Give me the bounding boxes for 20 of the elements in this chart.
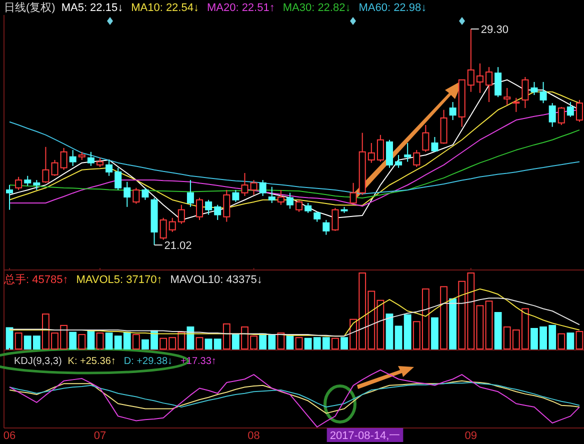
annotation: 21.02 xyxy=(164,240,192,252)
annotation: 21.02 xyxy=(154,240,192,252)
x-tick-label: 07 xyxy=(94,430,106,442)
annotation: 29.30 xyxy=(470,24,508,36)
text: MA20: 22.51↑ xyxy=(206,2,275,14)
text: MA30: 22.82↓ xyxy=(282,2,351,14)
text: MAVOL5: 37170↑ xyxy=(76,274,162,286)
text: MAVOL10: 43375↓ xyxy=(170,274,262,286)
chart-title: 日线(复权) xyxy=(4,1,56,14)
x-tick-label: 06 xyxy=(3,430,16,442)
text: MA5: 22.15↓ xyxy=(61,2,124,14)
x-tick-label: 08 xyxy=(248,430,260,442)
text: 总手: 45785↑ xyxy=(3,273,68,286)
annotation: 29.30 xyxy=(480,24,508,36)
series-label: K: +25.36↑ xyxy=(68,356,116,367)
text: MA10: 22.54↓ xyxy=(131,2,199,14)
chart-title: KDJ(9,3,3) xyxy=(14,356,62,367)
x-tick-label: 09 xyxy=(464,430,478,442)
text: D: +29.38↓ xyxy=(124,356,173,367)
text: MA60: 22.98↓ xyxy=(358,2,427,14)
